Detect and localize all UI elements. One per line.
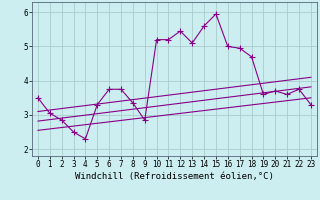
- X-axis label: Windchill (Refroidissement éolien,°C): Windchill (Refroidissement éolien,°C): [75, 172, 274, 181]
